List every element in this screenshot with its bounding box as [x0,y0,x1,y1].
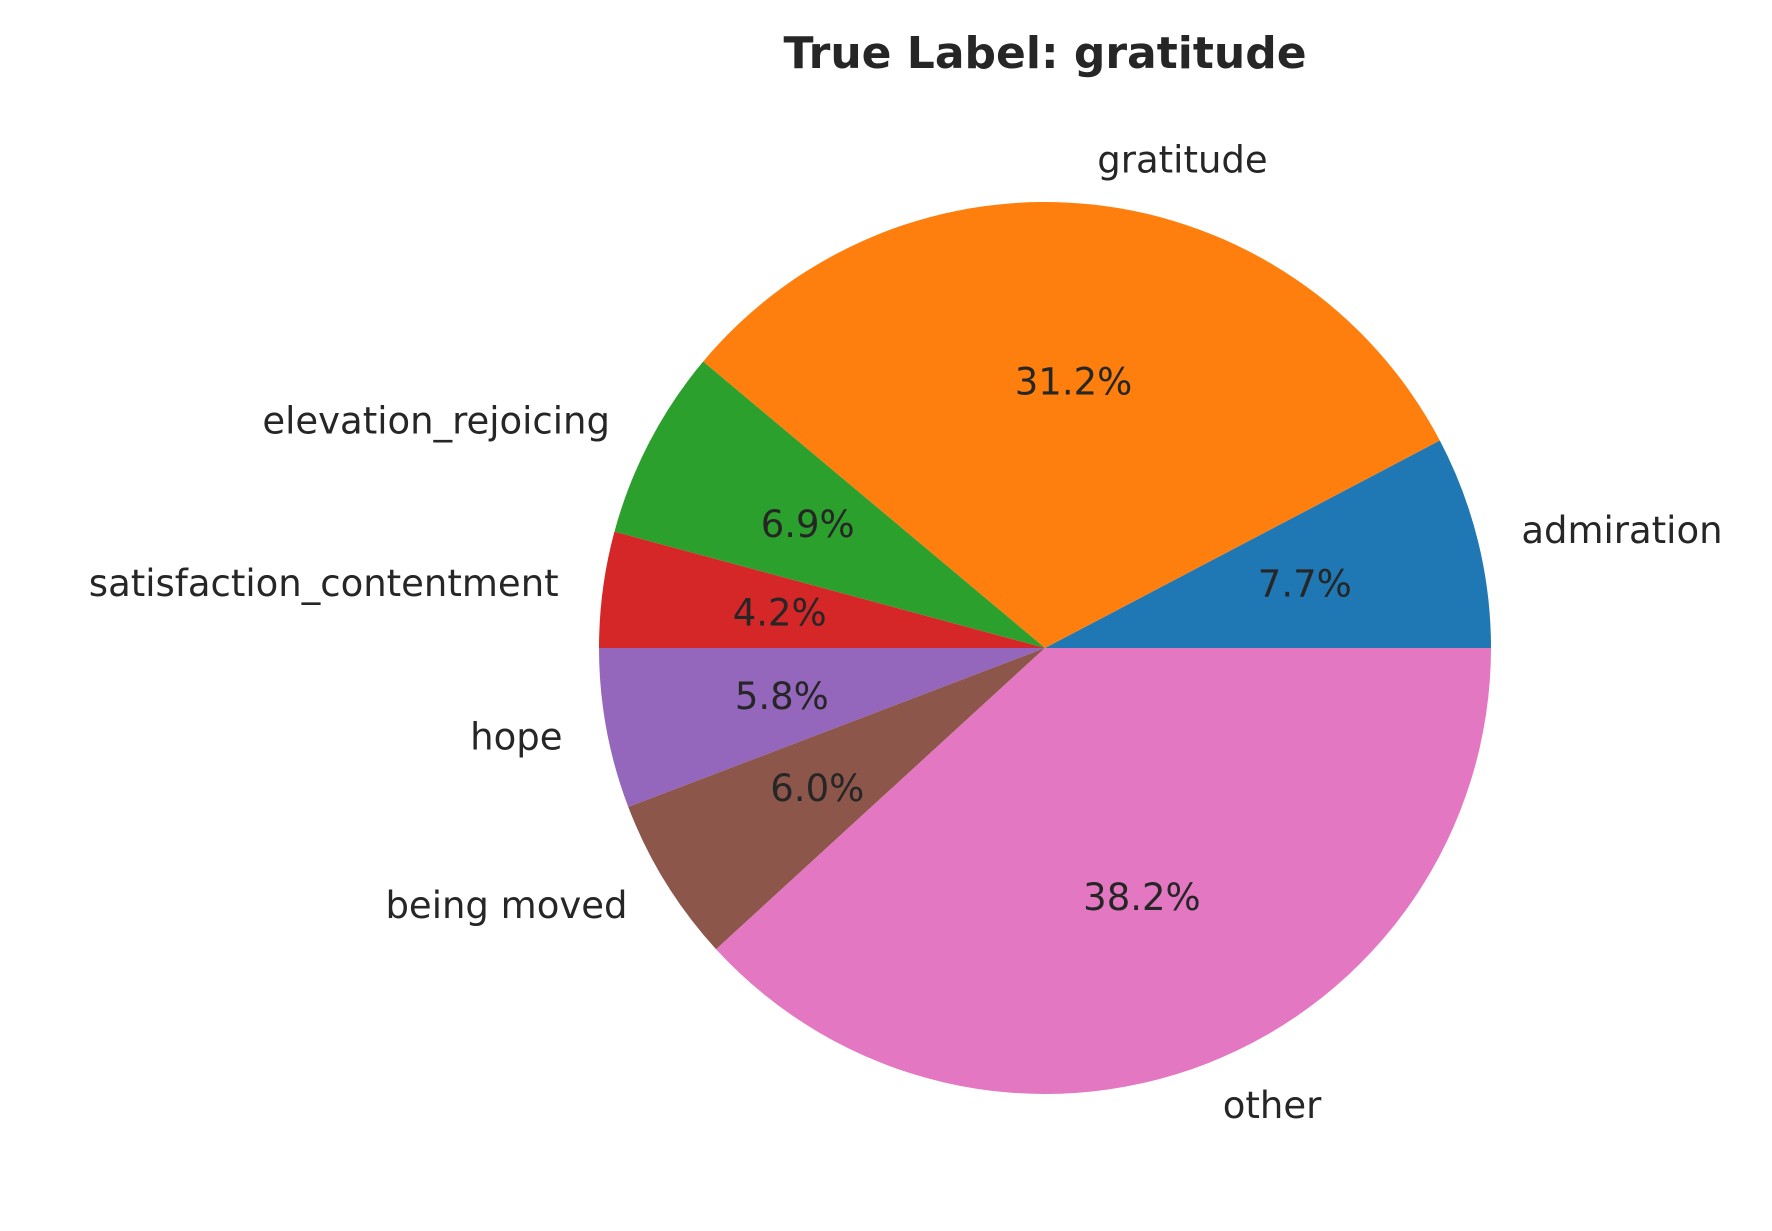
pie-slice-being-moved [628,648,1045,950]
slice-label-hope: hope [470,715,562,758]
slice-label-satisfaction-contentment: satisfaction_contentment [89,562,559,605]
slice-labels: admiration gratitude elevation_rejoicingsa… [89,139,1723,1127]
pie-slice-admiration [1045,440,1491,648]
percent-label-gratitude: 31.2% [1015,360,1133,403]
percent-label-being-moved: 6.0% [770,767,864,810]
slice-label-admiration: admiration [1521,509,1722,552]
percent-label-elevation-rejoicing: 6.9% [761,503,855,546]
chart-title: True Label: gratitude [783,28,1306,79]
pie-slice-satisfaction-contentment [599,531,1045,648]
pie-slice-hope [599,648,1045,807]
pie-slice-gratitude [703,201,1440,649]
percent-label-admiration: 7.7% [1258,562,1352,605]
slice-label-elevation-rejoicing: elevation_rejoicing [262,400,610,443]
percent-label-other: 38.2% [1083,876,1201,919]
pie-slices [599,201,1491,1095]
percent-labels: 7.7% 31.2% 6.9% 4.2% 5.8% 6.0% 38.2% [733,360,1352,918]
percent-label-hope: 5.8% [735,675,829,718]
slice-label-being-moved: being moved [385,884,627,927]
pie-slice-elevation-rejoicing [614,361,1045,648]
pie-slice-other [716,648,1491,1095]
slice-label-other: other [1223,1084,1322,1127]
percent-label-satisfaction-contentment: 4.2% [733,591,827,634]
slice-label-gratitude: gratitude [1097,139,1267,182]
